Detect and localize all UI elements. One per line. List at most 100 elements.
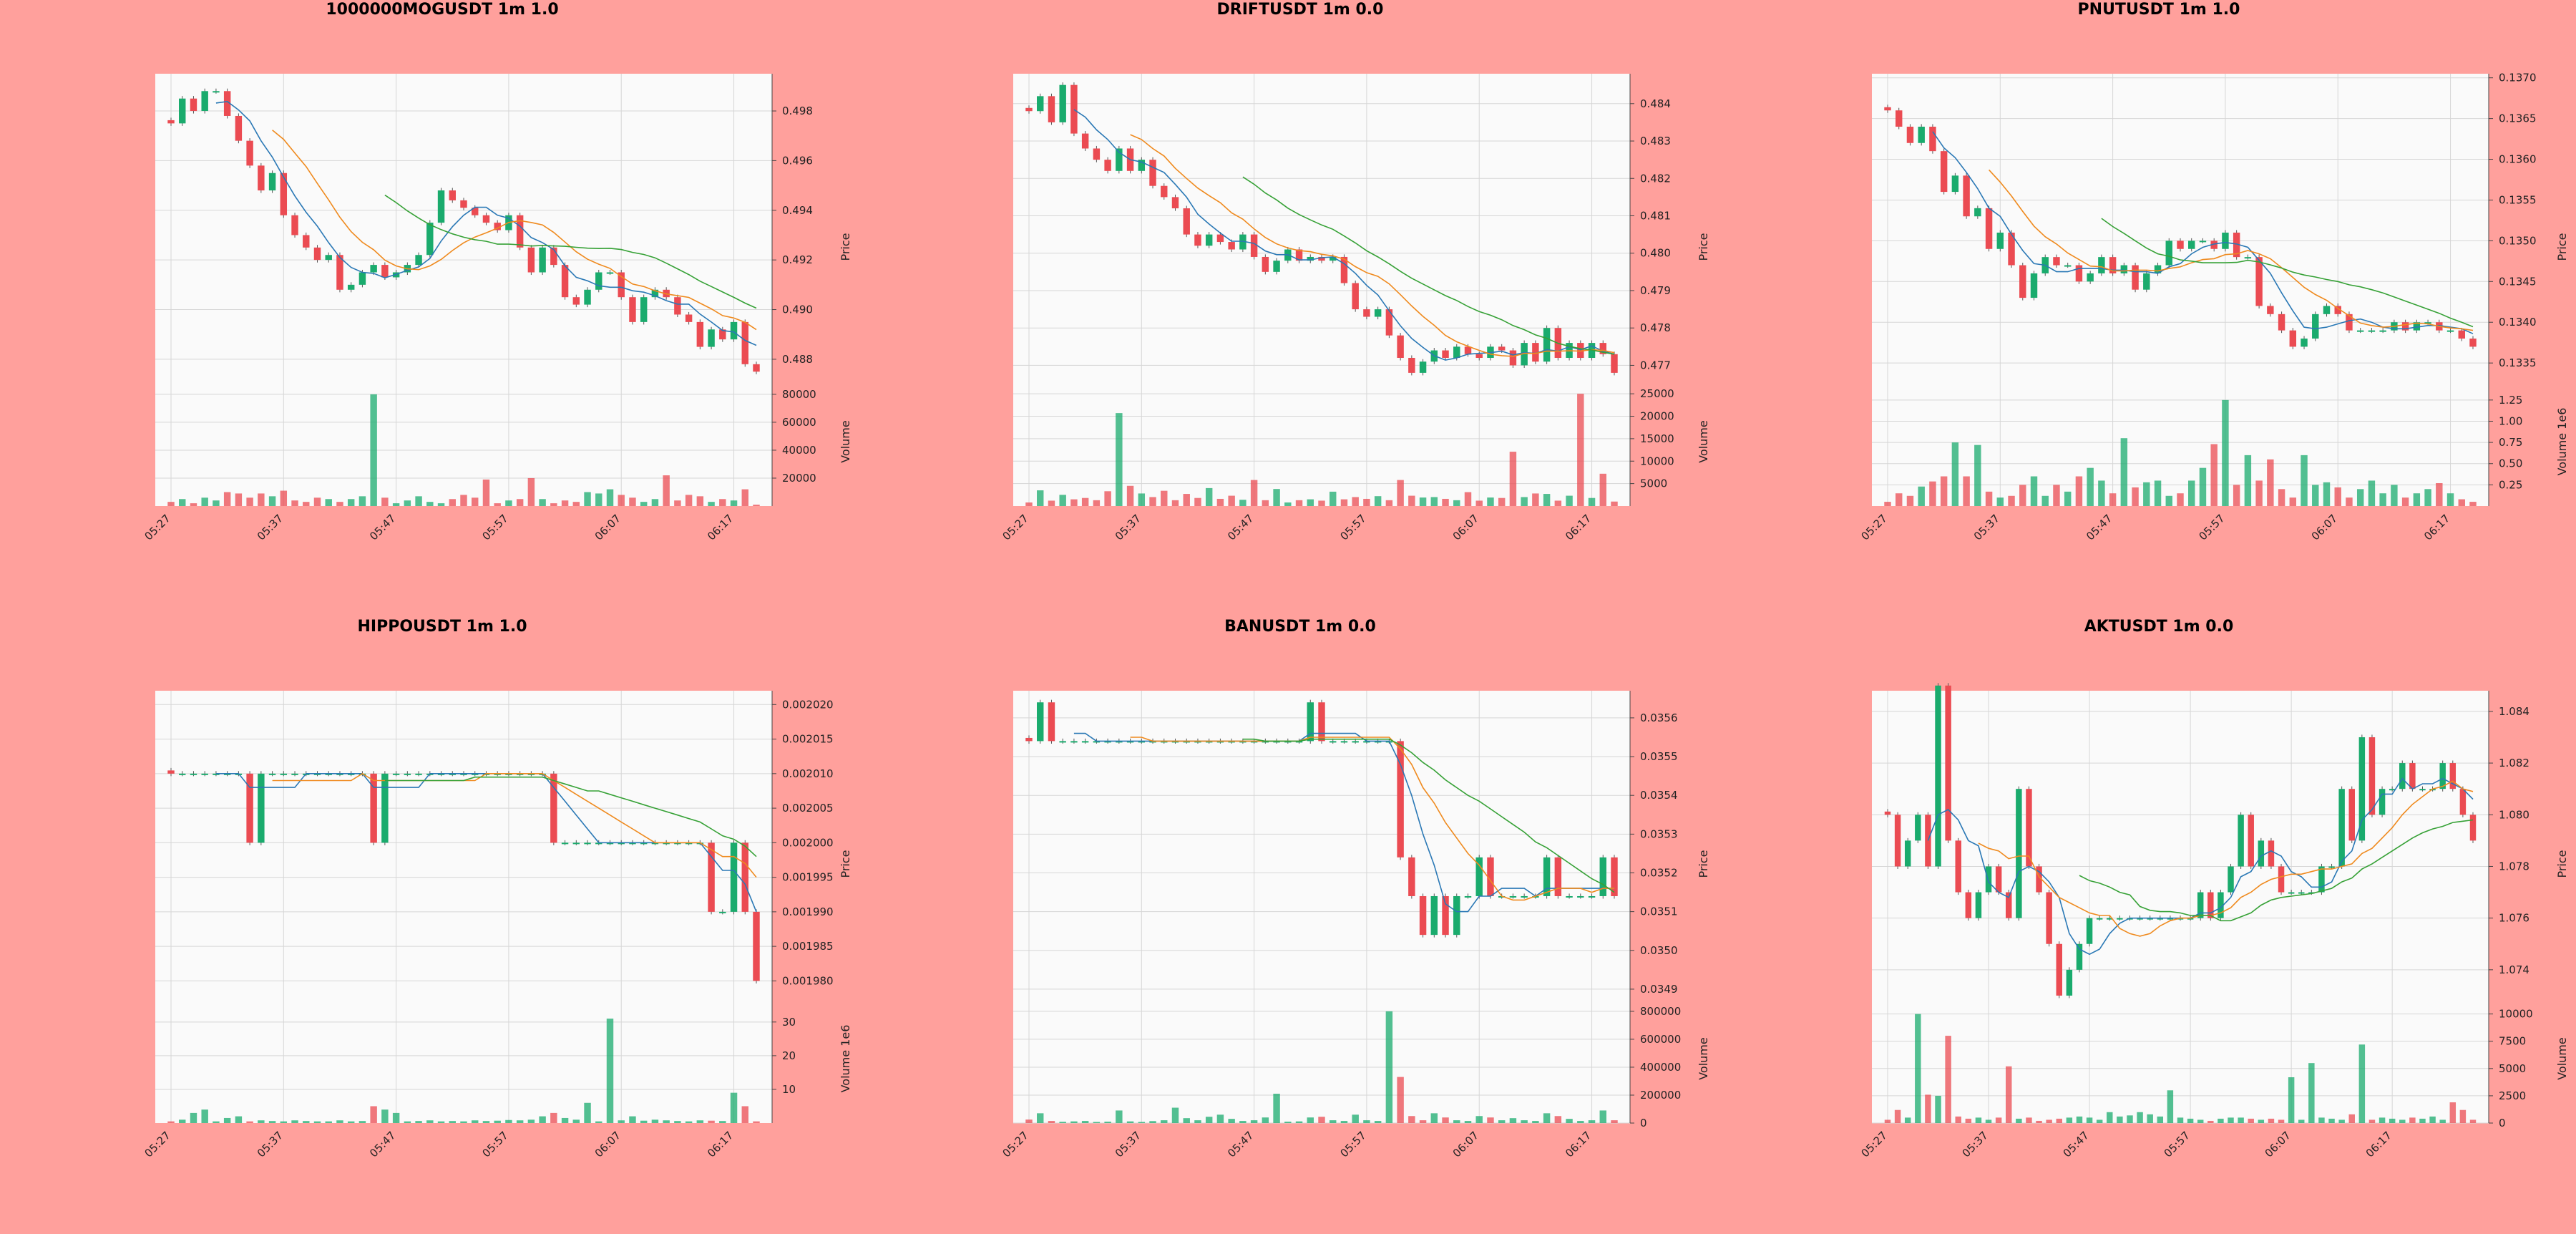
candle-body xyxy=(1340,741,1348,743)
candle-body xyxy=(618,842,625,845)
candle-body xyxy=(550,247,557,266)
volume-bar xyxy=(1498,1120,1506,1123)
price-tick-label: 1.080 xyxy=(2499,808,2529,821)
volume-bar xyxy=(2046,1119,2052,1123)
volume-bar xyxy=(1975,1117,1982,1123)
volume-bar xyxy=(2469,1119,2477,1123)
volume-bar xyxy=(1284,1122,1292,1123)
candle-body xyxy=(179,773,186,775)
volume-bar xyxy=(415,1121,422,1123)
volume-bar xyxy=(2318,1117,2325,1123)
volume-bar xyxy=(730,1092,738,1123)
candle-body xyxy=(2458,330,2465,339)
volume-bar xyxy=(1318,1117,1325,1123)
candle-body xyxy=(1216,741,1224,743)
volume-bar xyxy=(258,493,265,506)
candle-body xyxy=(2469,815,2477,841)
candle-body xyxy=(1884,107,1891,111)
candle-body xyxy=(1194,741,1201,743)
volume-bar xyxy=(516,499,524,506)
volume-bar xyxy=(1995,1117,2002,1123)
volume-bar xyxy=(482,479,490,506)
candle-body xyxy=(2338,789,2345,867)
price-tick-label: 0.0352 xyxy=(1640,866,1678,879)
candle-body xyxy=(1352,283,1359,310)
volume-bar xyxy=(1940,476,1948,506)
volume-bar xyxy=(1081,1121,1089,1123)
candle-body xyxy=(527,247,535,273)
candle-body xyxy=(1975,892,1982,918)
price-tick-label: 0.001990 xyxy=(782,905,834,918)
candle-body xyxy=(1896,110,1903,127)
volume-tick-label: 10000 xyxy=(1640,455,1674,467)
volume-bar xyxy=(1397,480,1404,506)
candle-body xyxy=(1985,866,1992,893)
volume-bar xyxy=(1442,498,1449,506)
moving-average-line xyxy=(272,130,757,331)
time-tick-label: 05:47 xyxy=(367,1129,398,1160)
volume-bar xyxy=(1183,494,1190,506)
volume-bar xyxy=(1543,494,1551,506)
candle-body xyxy=(167,120,175,124)
time-tick-label: 06:07 xyxy=(592,1129,623,1160)
price-tick-label: 0.1335 xyxy=(2499,356,2537,369)
price-tick-label: 0.479 xyxy=(1640,284,1671,297)
candle-body xyxy=(1995,866,2002,893)
candle-body xyxy=(2019,265,2026,298)
volume-bar xyxy=(1104,491,1111,506)
volume-bar xyxy=(1352,497,1359,506)
time-tick-label: 05:37 xyxy=(1960,1129,1991,1160)
candle-body xyxy=(404,773,411,775)
volume-bar xyxy=(708,1120,715,1123)
volume-bar xyxy=(651,499,659,506)
volume-bar xyxy=(1149,497,1156,506)
time-tick-label: 05:47 xyxy=(367,512,398,543)
volume-bar xyxy=(2289,497,2297,506)
candle-body xyxy=(313,247,321,261)
volume-bar xyxy=(2098,480,2105,506)
candle-body xyxy=(1318,702,1325,742)
volume-tick-label: 20 xyxy=(782,1049,796,1062)
volume-bar xyxy=(1374,1121,1382,1123)
volume-bar xyxy=(741,1106,748,1123)
candle-body xyxy=(2109,257,2117,273)
volume-axes xyxy=(1013,392,1630,506)
price-tick-label: 0.1370 xyxy=(2499,72,2537,84)
candle-body xyxy=(1453,346,1460,358)
volume-bar xyxy=(460,495,467,506)
volume-bar xyxy=(1262,1117,1269,1123)
volume-bar xyxy=(2268,1118,2275,1123)
candle-body xyxy=(741,842,748,912)
volume-bar xyxy=(1588,1120,1596,1123)
time-tick-label: 06:07 xyxy=(592,512,623,543)
candle-body xyxy=(2409,763,2416,790)
moving-average-line xyxy=(1073,109,1615,361)
volume-bar xyxy=(1935,1095,1941,1123)
volume-bar xyxy=(381,1109,389,1123)
candle-body xyxy=(1171,197,1179,209)
volume-bar xyxy=(2041,495,2049,506)
candle-body xyxy=(1149,741,1156,743)
candle-body xyxy=(1498,346,1506,351)
volume-bar xyxy=(2157,1116,2164,1123)
candle-body xyxy=(1464,895,1472,898)
candle-body xyxy=(1228,242,1235,250)
volume-axis-label: Volume xyxy=(1697,1037,1710,1080)
volume-bar xyxy=(1577,394,1584,506)
moving-average-line xyxy=(1927,777,2474,956)
price-tick-label: 1.078 xyxy=(2499,860,2529,873)
candle-body xyxy=(2258,840,2265,867)
candle-body xyxy=(708,329,715,347)
volume-bar xyxy=(2328,1118,2335,1123)
candle-body xyxy=(1262,741,1269,743)
price-tick-label: 0.002015 xyxy=(782,733,834,746)
moving-average-line xyxy=(272,772,757,878)
candle-body xyxy=(1543,328,1551,362)
time-tick-label: 06:17 xyxy=(1563,1129,1594,1160)
volume-bar xyxy=(494,1120,501,1123)
candle-body xyxy=(2127,918,2133,920)
volume-bar xyxy=(2207,1120,2214,1123)
candle-body xyxy=(1194,234,1201,246)
volume-bar xyxy=(1543,1113,1551,1123)
time-tick-label: 06:07 xyxy=(1450,1129,1481,1160)
